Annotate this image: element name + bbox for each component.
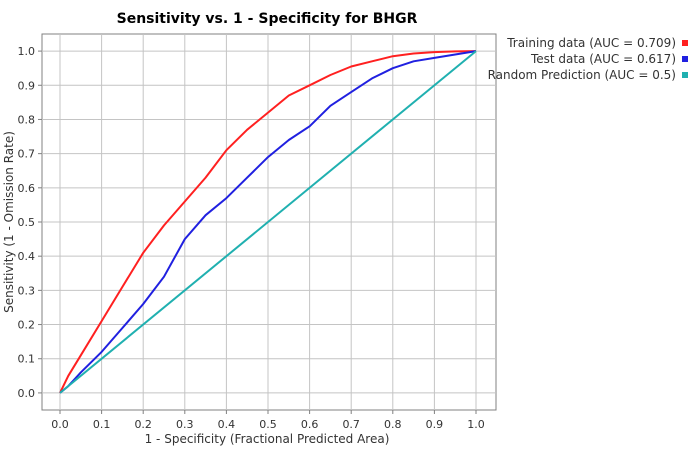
y-tick-label: 0.4 [18, 250, 36, 263]
series-line-1 [59, 50, 477, 394]
y-axis: 0.0 0.1 0.2 0.3 0.4 0.5 0.6 0.7 0.8 0.9 1.0 [18, 45, 42, 400]
x-tick-label: 0.7 [342, 418, 360, 431]
y-tick-label: 0.2 [18, 319, 36, 332]
grid-lines [42, 34, 496, 410]
x-tick-label: 0.5 [259, 418, 277, 431]
y-tick-label: 0.7 [18, 148, 36, 161]
x-axis-label: 1 - Specificity (Fractional Predicted Ar… [145, 432, 390, 446]
y-tick-label: 0.3 [18, 284, 36, 297]
y-tick-label: 0.1 [18, 353, 36, 366]
y-tick-label: 1.0 [18, 45, 36, 58]
legend: Training data (AUC = 0.709) Test data (AU… [488, 36, 688, 82]
x-tick-label: 0.1 [93, 418, 111, 431]
legend-label: Training data (AUC = 0.709) [506, 36, 676, 50]
legend-swatch [682, 72, 688, 78]
legend-swatch [682, 56, 688, 62]
x-tick-label: 0.9 [426, 418, 444, 431]
y-tick-label: 0.5 [18, 216, 36, 229]
series-lines [59, 50, 477, 394]
y-axis-label: Sensitivity (1 - Omission Rate) [2, 131, 16, 313]
legend-label: Test data (AUC = 0.617) [530, 52, 676, 66]
x-tick-label: 0.3 [176, 418, 194, 431]
x-tick-label: 0.2 [134, 418, 152, 431]
x-tick-label: 0.4 [218, 418, 236, 431]
x-tick-label: 0.8 [384, 418, 402, 431]
x-axis: 0.0 0.1 0.2 0.3 0.4 0.5 0.6 0.7 0.8 0.9 1.0 [51, 410, 485, 431]
series-line-0 [59, 50, 477, 394]
y-tick-label: 0.9 [18, 79, 36, 92]
x-tick-label: 1.0 [467, 418, 485, 431]
y-tick-label: 0.0 [18, 387, 36, 400]
series-line-2 [59, 50, 477, 394]
y-tick-label: 0.6 [18, 182, 36, 195]
x-tick-label: 0.6 [301, 418, 319, 431]
chart-title: Sensitivity vs. 1 - Specificity for BHGR [117, 11, 418, 27]
x-tick-label: 0.0 [51, 418, 69, 431]
legend-swatch [682, 40, 688, 46]
y-tick-label: 0.8 [18, 113, 36, 126]
legend-label: Random Prediction (AUC = 0.5) [488, 68, 676, 82]
